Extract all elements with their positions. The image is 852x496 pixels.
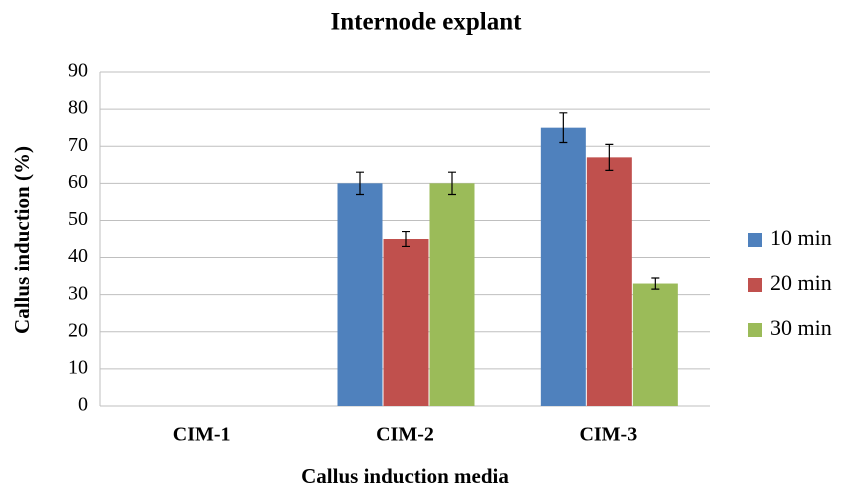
bar (540, 127, 586, 407)
bar (383, 239, 429, 406)
legend-swatch (748, 233, 762, 247)
legend-swatch (748, 323, 762, 337)
bar (632, 283, 678, 406)
y-tick-label: 0 (78, 394, 88, 416)
y-tick-label: 80 (68, 97, 88, 119)
legend-label: 10 min (770, 225, 832, 250)
y-tick-label: 20 (68, 319, 88, 341)
legend-label: 20 min (770, 270, 832, 295)
error-bar (605, 143, 614, 171)
error-bar (448, 171, 456, 196)
y-axis-label: Callus induction (%) (10, 146, 34, 334)
error-bar (651, 277, 660, 290)
y-tick-label: 90 (68, 60, 88, 82)
y-tick-label: 10 (68, 356, 88, 378)
bar (586, 157, 632, 406)
error-bar (402, 230, 410, 248)
legend-label: 30 min (770, 315, 832, 340)
y-tick-label: 30 (68, 282, 88, 304)
y-tick-label: 70 (68, 134, 88, 156)
x-tick-label: CIM-2 (376, 424, 434, 446)
chart-title: Internode explant (331, 9, 523, 36)
legend-swatch (748, 278, 762, 292)
bar (337, 183, 383, 406)
y-tick-label: 40 (68, 245, 88, 267)
x-axis-label: Callus induction media (301, 464, 509, 488)
y-tick-label: 60 (68, 171, 88, 193)
error-bar (356, 171, 364, 196)
error-bar (559, 112, 568, 144)
x-tick-label: CIM-3 (579, 424, 637, 446)
bar (429, 183, 475, 406)
x-tick-label: CIM-1 (173, 424, 231, 446)
y-tick-label: 50 (68, 208, 88, 230)
